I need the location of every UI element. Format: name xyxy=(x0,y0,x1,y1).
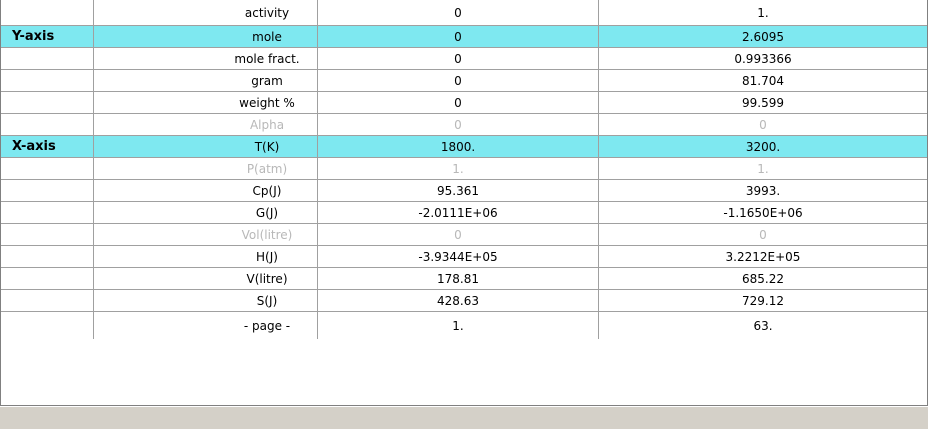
axis-range-table: activity 0 1. Y-axis mole 0 2.6095 mole … xyxy=(0,0,928,406)
property-name[interactable]: G(J) xyxy=(94,202,318,223)
table-row[interactable]: S(J) 428.63 729.12 xyxy=(1,290,927,312)
table-row[interactable]: H(J) -3.9344E+05 3.2212E+05 xyxy=(1,246,927,268)
table-row: P(atm) 1. 1. xyxy=(1,158,927,180)
table-row[interactable]: gram 0 81.704 xyxy=(1,70,927,92)
table-row: Vol(litre) 0 0 xyxy=(1,224,927,246)
table-row[interactable]: X-axis T(K) 1800. 3200. xyxy=(1,136,927,158)
property-name: Vol(litre) xyxy=(94,224,318,245)
axis-label xyxy=(1,268,94,289)
max-value[interactable]: 3.2212E+05 xyxy=(725,249,801,264)
window-bottom-frame xyxy=(0,406,928,429)
max-value[interactable]: 2.6095 xyxy=(742,29,784,44)
property-name[interactable]: Cp(J) xyxy=(94,180,318,201)
max-value[interactable]: 729.12 xyxy=(742,293,784,308)
property-name[interactable]: weight % xyxy=(94,92,318,113)
axis-label xyxy=(1,180,94,201)
min-value[interactable]: 1. xyxy=(318,312,599,339)
min-value: 0 xyxy=(318,224,599,245)
min-value[interactable]: 1800. xyxy=(318,136,599,157)
table-row[interactable]: Y-axis mole 0 2.6095 xyxy=(1,26,927,48)
property-name[interactable]: mole fract. xyxy=(94,48,318,69)
property-name[interactable]: H(J) xyxy=(94,246,318,267)
property-name[interactable]: V(litre) xyxy=(94,268,318,289)
axis-label xyxy=(1,114,94,135)
min-value[interactable]: -2.0111E+06 xyxy=(318,202,599,223)
axis-label xyxy=(1,246,94,267)
table-row[interactable]: V(litre) 178.81 685.22 xyxy=(1,268,927,290)
min-value[interactable]: 178.81 xyxy=(318,268,599,289)
axis-label xyxy=(1,202,94,223)
property-name[interactable]: S(J) xyxy=(94,290,318,311)
min-value[interactable]: 0 xyxy=(318,0,599,25)
axis-label xyxy=(1,312,94,339)
axis-label xyxy=(1,224,94,245)
max-value[interactable]: 3993. xyxy=(745,183,781,198)
min-value[interactable]: 0 xyxy=(318,48,599,69)
table-row[interactable]: weight % 0 99.599 xyxy=(1,92,927,114)
max-value[interactable]: -1.1650E+06 xyxy=(723,205,803,220)
max-value[interactable]: 81.704 xyxy=(742,73,784,88)
axis-label: Y-axis xyxy=(1,26,94,47)
table-row[interactable]: activity 0 1. xyxy=(1,0,927,26)
axis-label xyxy=(1,70,94,91)
max-value[interactable]: 685.22 xyxy=(742,271,784,286)
property-name: Alpha xyxy=(94,114,318,135)
min-value[interactable]: 0 xyxy=(318,26,599,47)
table-row[interactable]: mole fract. 0 0.993366 xyxy=(1,48,927,70)
property-name: P(atm) xyxy=(94,158,318,179)
min-value[interactable]: 95.361 xyxy=(318,180,599,201)
table-row: Alpha 0 0 xyxy=(1,114,927,136)
max-value[interactable]: 1. xyxy=(757,5,769,20)
property-name[interactable]: T(K) xyxy=(94,136,318,157)
max-value[interactable]: 3200. xyxy=(745,139,781,154)
property-name[interactable]: - page - xyxy=(94,312,318,339)
property-name[interactable]: activity xyxy=(94,0,318,25)
min-value[interactable]: 0 xyxy=(318,92,599,113)
max-value: 1. xyxy=(757,161,769,176)
min-value[interactable]: -3.9344E+05 xyxy=(318,246,599,267)
max-value[interactable]: 0.993366 xyxy=(734,51,792,66)
table-row[interactable]: - page - 1. 63. xyxy=(1,312,927,339)
table-row[interactable]: G(J) -2.0111E+06 -1.1650E+06 xyxy=(1,202,927,224)
min-value: 1. xyxy=(318,158,599,179)
max-value: 0 xyxy=(759,227,767,242)
max-value: 0 xyxy=(759,117,767,132)
axis-label xyxy=(1,0,94,25)
axis-label xyxy=(1,158,94,179)
min-value[interactable]: 0 xyxy=(318,70,599,91)
property-name[interactable]: mole xyxy=(94,26,318,47)
axis-label xyxy=(1,92,94,113)
max-value[interactable]: 63. xyxy=(753,318,773,333)
axis-label: X-axis xyxy=(1,136,94,157)
axis-label xyxy=(1,48,94,69)
min-value: 0 xyxy=(318,114,599,135)
max-value[interactable]: 99.599 xyxy=(742,95,784,110)
axis-label xyxy=(1,290,94,311)
min-value[interactable]: 428.63 xyxy=(318,290,599,311)
table-row[interactable]: Cp(J) 95.361 3993. xyxy=(1,180,927,202)
property-name[interactable]: gram xyxy=(94,70,318,91)
